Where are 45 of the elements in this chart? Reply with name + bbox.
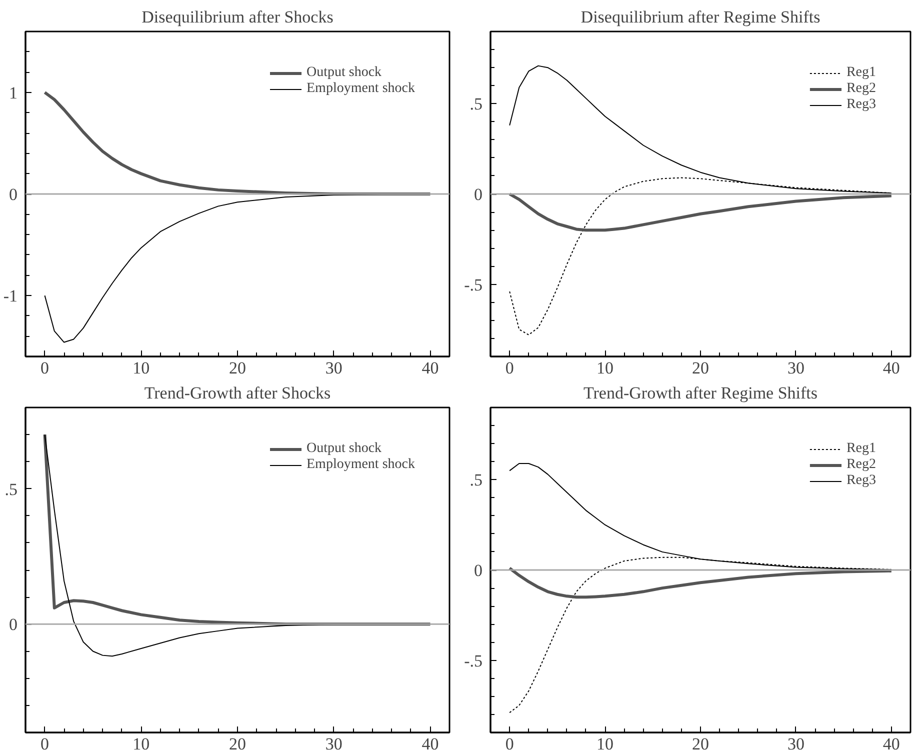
x-tick-label: 40 [882,358,900,378]
x-tick-label: 0 [40,358,50,378]
legend-label: Reg3 [846,97,876,113]
chart-title: Disequilibrium after Shocks [142,8,334,26]
y-tick-label: -.5 [464,275,483,294]
y-tick-label: 0 [9,615,18,634]
x-tick-label: 30 [325,734,342,753]
y-tick-label: 0 [474,185,482,204]
x-tick-label: 40 [422,734,439,753]
y-tick-label: 1 [9,83,18,102]
x-tick-label: 20 [692,358,709,378]
x-tick-label: 20 [692,734,709,753]
y-tick-label: .5 [4,480,18,499]
y-tick-label: .5 [470,470,482,490]
y-tick-label: -1 [3,286,18,306]
legend-label: Employment shock [306,457,415,473]
x-tick-label: 40 [422,358,439,378]
legend-label: Reg2 [846,457,876,473]
x-tick-label: 0 [505,358,514,378]
x-tick-label: 30 [787,358,804,378]
chart-title: Trend-Growth after Regime Shifts [583,384,818,402]
x-tick-label: 10 [596,358,614,378]
x-tick-label: 0 [40,734,50,753]
x-tick-label: 20 [229,358,246,378]
legend-label: Reg1 [846,441,876,457]
x-tick-label: 30 [787,734,804,753]
chart-title: Trend-Growth after Shocks [144,384,331,402]
legend-label: Employment shock [306,81,415,97]
x-tick-label: 10 [596,734,614,753]
x-tick-label: 10 [132,734,150,753]
legend-label: Reg1 [846,65,876,81]
x-tick-label: 20 [229,734,246,753]
x-tick-label: 40 [882,734,900,753]
y-tick-label: -.5 [464,651,483,670]
legend-label: Reg3 [846,473,876,489]
x-tick-label: 0 [505,734,514,753]
y-tick-label: 0 [474,561,482,580]
chart-title: Disequilibrium after Regime Shifts [580,8,820,26]
legend-label: Output shock [306,65,382,81]
x-tick-label: 10 [132,358,150,378]
legend-label: Reg2 [846,81,876,97]
x-tick-label: 30 [325,358,342,378]
y-tick-label: .5 [470,94,482,114]
y-tick-label: 0 [9,185,18,204]
legend-label: Output shock [306,441,382,457]
